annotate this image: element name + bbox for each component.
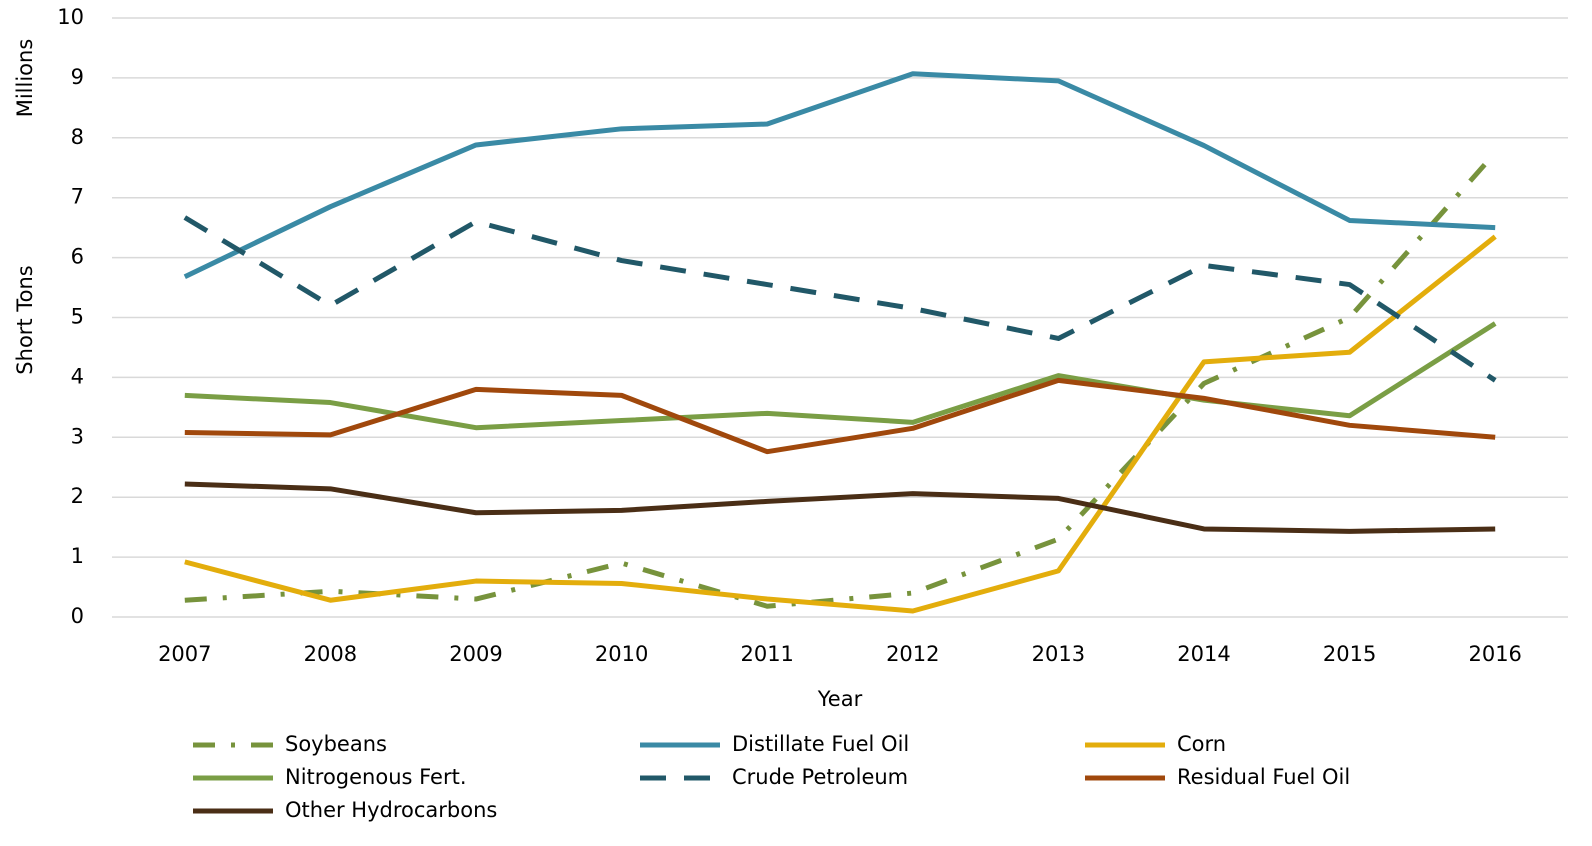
y-unit-label: Millions [13,39,37,118]
x-tick-label: 2014 [1177,642,1230,666]
legend-label: Other Hydrocarbons [285,798,497,822]
legend-label: Distillate Fuel Oil [732,732,909,756]
y-tick-label: 9 [71,65,84,89]
legend-label: Nitrogenous Fert. [285,765,467,789]
series-line [184,234,1497,614]
x-tick-label: 2015 [1323,642,1376,666]
y-tick-label: 2 [71,484,84,508]
series-line [184,377,1496,455]
y-tick-label: 6 [71,245,84,269]
x-tick-label: 2016 [1468,642,1521,666]
x-tick-label: 2013 [1032,642,1085,666]
x-tick-label: 2011 [740,642,793,666]
y-tick-label: 10 [57,5,84,29]
x-axis-label: Year [817,687,863,711]
legend-label: Corn [1177,732,1226,756]
series-line [184,481,1496,534]
x-tick-label: 2009 [449,642,502,666]
x-tick-label: 2008 [304,642,357,666]
legend-label: Soybeans [285,732,387,756]
y-tick-label: 3 [71,424,84,448]
legend-label: Residual Fuel Oil [1177,765,1350,789]
y-tick-label: 4 [71,364,84,388]
x-tick-label: 2012 [886,642,939,666]
x-tick-label: 2007 [158,642,211,666]
series-line [183,215,1497,383]
series-line [183,71,1496,280]
y-tick-label: 7 [71,185,84,209]
series-line [184,321,1497,431]
y-tick-label: 1 [71,544,84,568]
y-tick-label: 5 [71,305,84,329]
y-axis-label: Short Tons [13,265,37,374]
series-line [184,151,1498,609]
x-tick-label: 2010 [595,642,648,666]
legend-label: Crude Petroleum [732,765,908,789]
y-tick-label: 0 [71,604,84,628]
y-tick-label: 8 [71,125,84,149]
